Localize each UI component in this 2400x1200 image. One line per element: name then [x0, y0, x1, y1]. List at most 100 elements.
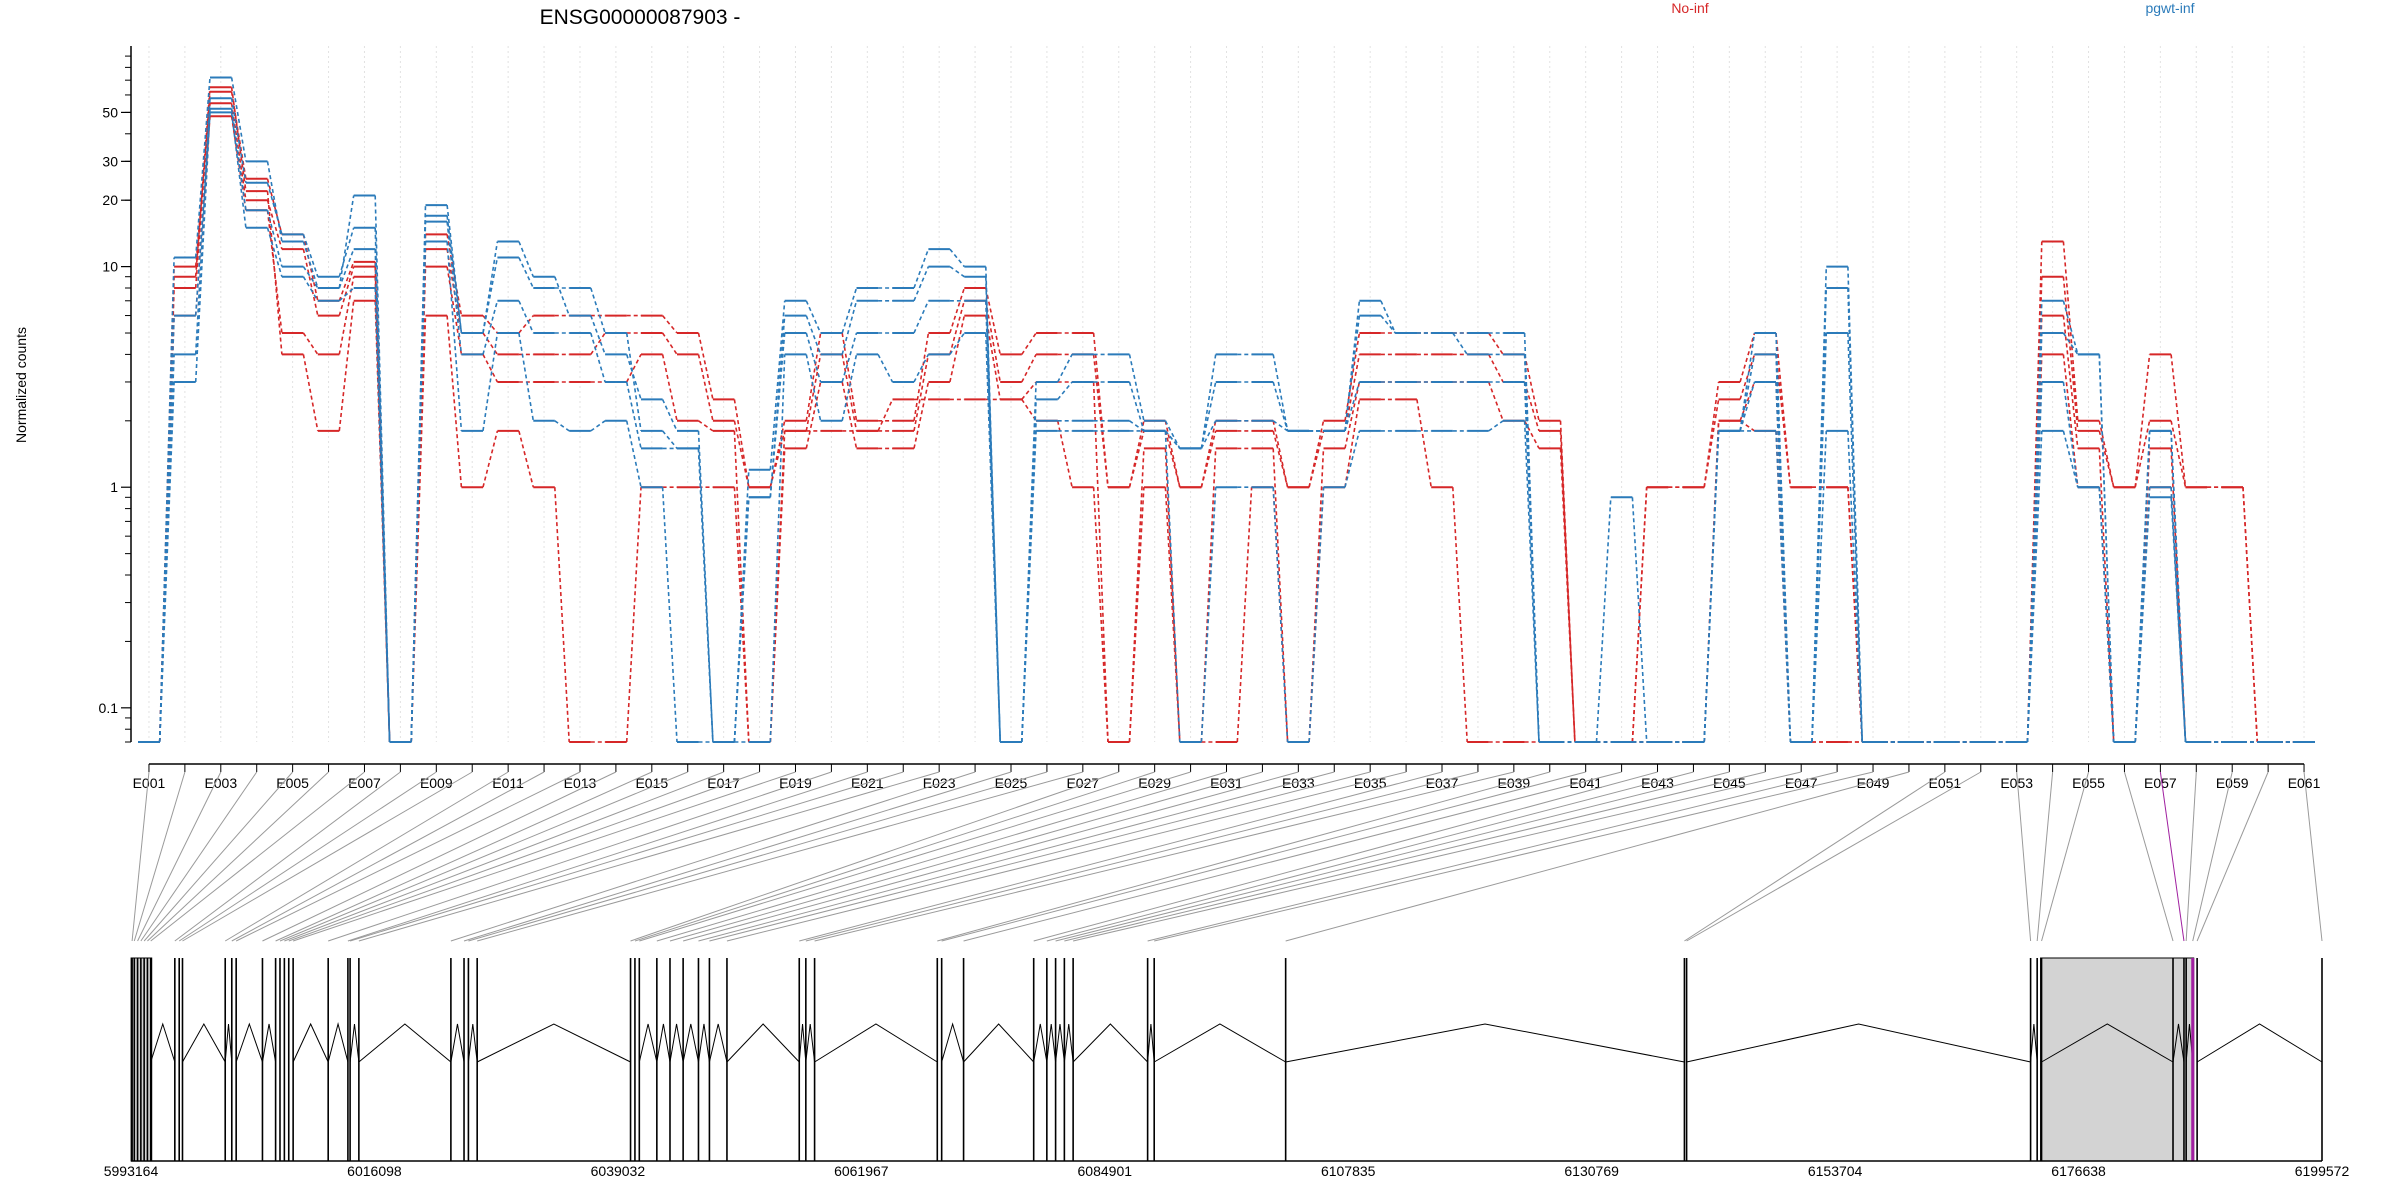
intron-line	[814, 1023, 938, 1063]
exon-connector	[262, 771, 617, 942]
exon-tick-label: E017	[707, 775, 740, 791]
exon-connector	[450, 771, 976, 942]
exon-tick-label: E057	[2144, 775, 2177, 791]
intron-line	[2172, 1023, 2185, 1063]
exon-connector	[941, 771, 1586, 942]
exon-connector	[231, 771, 545, 942]
series-connector-2	[158, 116, 2294, 743]
exon-connector	[2123, 771, 2174, 942]
exon-connector	[937, 771, 1550, 942]
exon-connector	[2185, 771, 2197, 942]
intron-line	[682, 1023, 699, 1063]
intron-line	[261, 1023, 277, 1063]
exon-connector	[814, 771, 1514, 942]
exon-connector	[477, 771, 1083, 942]
exon-tick-label: E023	[923, 775, 956, 791]
intron-line	[467, 1023, 478, 1063]
intron-line	[798, 1023, 807, 1063]
genomic-tick-label: 6107835	[1321, 1163, 1376, 1179]
exon-connector	[1147, 771, 1838, 942]
intron-line	[656, 1023, 671, 1063]
exon-connector	[2159, 771, 2185, 942]
intron-line	[669, 1023, 684, 1063]
y-tick-label: 30	[102, 153, 118, 169]
exon-connector	[1033, 771, 1658, 942]
exon-tick-label: E031	[1210, 775, 1243, 791]
genomic-tick-label: 6084901	[1078, 1163, 1133, 1179]
genomic-tick-label: 6199572	[2295, 1163, 2350, 1179]
exon-connector	[709, 771, 1371, 942]
intron-line	[224, 1023, 233, 1063]
series-line-7	[138, 111, 2315, 743]
series-line-2	[138, 115, 2315, 743]
exon-connector	[2041, 771, 2090, 942]
intron-line	[963, 1023, 1035, 1063]
exon-block	[2040, 957, 2195, 1162]
exon-connector	[328, 771, 832, 942]
exon-tick-label: E051	[1929, 775, 1962, 791]
exon-connector	[1686, 771, 1982, 942]
series-connector-6	[158, 108, 2294, 743]
exon-connector	[2036, 771, 2054, 942]
legend-entry-pgwt-inf: pgwt-inf	[2145, 0, 2194, 16]
exon-connector	[1154, 771, 1874, 942]
exon-connector	[347, 771, 868, 942]
exon-connector	[1684, 771, 1946, 942]
exon-connector	[1073, 771, 1802, 942]
exon-connector	[288, 771, 760, 942]
exon-connector	[174, 771, 401, 942]
exon-tick-label: E035	[1354, 775, 1387, 791]
exon-tick-label: E055	[2072, 775, 2105, 791]
exon-connector	[669, 771, 1263, 942]
exon-tick-label: E033	[1282, 775, 1315, 791]
intron-line	[697, 1023, 710, 1063]
intron-line	[1033, 1023, 1048, 1063]
genomic-axis: 5993164 6016098 6039032 6061967 6084901 61078…	[104, 1160, 2350, 1179]
exon-connector	[682, 771, 1299, 942]
y-tick-label: 50	[102, 104, 118, 120]
exon-tick-label: E011	[492, 775, 524, 791]
exon-tick-label: E007	[348, 775, 381, 791]
exon-connector	[634, 771, 1155, 942]
exon-connector	[147, 771, 329, 942]
intron-line	[1147, 1023, 1155, 1063]
series-connector-7	[158, 112, 2294, 743]
intron-line	[1686, 1023, 2031, 1063]
intron-line	[476, 1023, 631, 1063]
legend-entry-no-inf: No-inf	[1671, 0, 1708, 16]
intron-line	[941, 1022, 965, 1063]
exon-tick-label: E001	[133, 775, 166, 791]
exon-connector	[292, 771, 796, 942]
exon-tick-label: E043	[1641, 775, 1674, 791]
series-connector-3	[158, 87, 2294, 743]
series-line-3	[138, 86, 2315, 743]
intron-line	[349, 1023, 360, 1063]
exon-tick-label: E013	[564, 775, 597, 791]
intron-line	[182, 1022, 226, 1063]
gene-model	[130, 957, 2323, 1162]
exon-connector	[1046, 771, 1694, 942]
intron-line	[805, 1023, 816, 1063]
exon-connector	[182, 771, 473, 942]
exon-connector	[143, 771, 294, 942]
intron-line	[2196, 1023, 2323, 1063]
exon-connector	[799, 771, 1443, 942]
exon-tick-label: E059	[2216, 775, 2249, 791]
exon-connector	[2303, 771, 2323, 942]
intron-line	[150, 1022, 176, 1063]
exon-connector	[2192, 771, 2233, 942]
genomic-tick-label: 6130769	[1564, 1163, 1619, 1179]
intron-line	[726, 1023, 800, 1063]
intron-line	[1072, 1023, 1148, 1063]
intron-line	[638, 1023, 658, 1063]
exon-connector	[150, 771, 365, 942]
exon-connector	[279, 771, 688, 942]
genomic-tick-label: 6039032	[591, 1163, 646, 1179]
genomic-tick-label: 5993164	[104, 1163, 159, 1179]
exon-connector	[2016, 771, 2032, 942]
intron-line	[450, 1023, 465, 1063]
exon-connector	[224, 771, 509, 942]
exon-tick-label: E003	[204, 775, 237, 791]
intron-line	[292, 1022, 329, 1063]
